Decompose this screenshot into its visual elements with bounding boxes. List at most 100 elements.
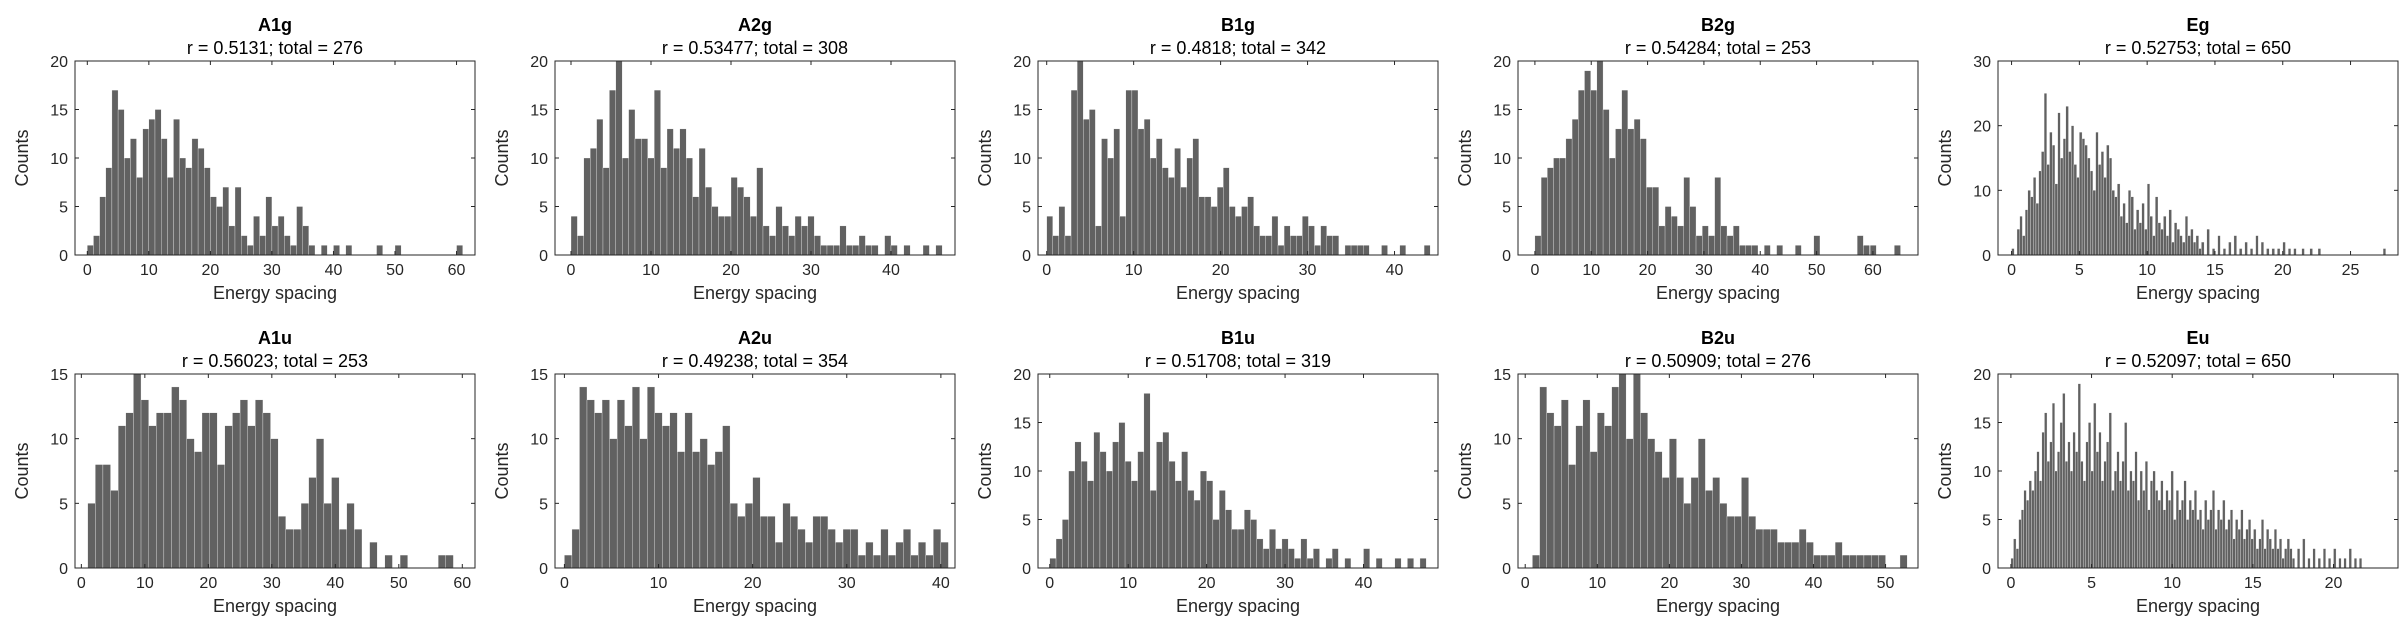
histogram-bar bbox=[846, 245, 853, 256]
histogram-bar bbox=[1539, 386, 1547, 569]
histogram-bar bbox=[666, 128, 674, 256]
histogram-bar bbox=[2279, 538, 2283, 569]
histogram-bar bbox=[1532, 554, 1540, 569]
histogram-bar bbox=[2090, 170, 2094, 256]
histogram-bar bbox=[684, 412, 693, 569]
histogram-bar bbox=[2276, 548, 2280, 569]
histogram-bar bbox=[1076, 60, 1084, 256]
x-axis-label: Energy spacing bbox=[693, 283, 817, 303]
histogram-bar bbox=[1834, 541, 1843, 569]
histogram-bar bbox=[654, 89, 661, 256]
histogram-bar bbox=[2095, 451, 2099, 569]
chart-subtitle: r = 0.53477; total = 308 bbox=[662, 38, 848, 58]
histogram-bar bbox=[2016, 228, 2020, 256]
histogram-bar bbox=[2138, 222, 2142, 256]
histogram-bar bbox=[852, 245, 860, 256]
histogram-bar bbox=[117, 109, 125, 256]
histogram-bar bbox=[2195, 235, 2199, 256]
histogram-bar bbox=[1118, 422, 1126, 569]
histogram-bar bbox=[2235, 519, 2239, 569]
histogram-bar bbox=[1423, 245, 1431, 256]
histogram-panel: 0 10 20 30 40 50 0 5 10 15 B2u r = 0.50909; total =… bbox=[1455, 328, 1919, 616]
histogram-bar bbox=[698, 148, 706, 256]
histogram-bar bbox=[1302, 216, 1309, 256]
histogram-bar bbox=[632, 386, 640, 569]
histogram-bar bbox=[1611, 386, 1620, 569]
chart-title: B2g bbox=[1701, 15, 1735, 35]
histogram-bar bbox=[2190, 228, 2194, 256]
histogram-bar bbox=[2111, 190, 2115, 256]
histogram-bar bbox=[1568, 464, 1576, 569]
histogram-bars bbox=[2011, 93, 2386, 256]
x-tick-label: 5 bbox=[2075, 262, 2084, 279]
histogram-bar bbox=[1621, 89, 1629, 256]
histogram-bar bbox=[285, 529, 294, 569]
histogram-bar bbox=[1726, 235, 1734, 256]
y-tick-label: 0 bbox=[1982, 561, 1991, 578]
histogram-bar bbox=[87, 245, 94, 256]
y-tick-label: 15 bbox=[1013, 103, 1031, 120]
x-tick-label: 10 bbox=[140, 262, 158, 279]
histogram-bar bbox=[2085, 441, 2089, 569]
x-tick-label: 15 bbox=[2244, 575, 2262, 592]
histogram-bar bbox=[1192, 138, 1200, 256]
histogram-bar bbox=[1705, 490, 1713, 569]
histogram-bar bbox=[2338, 558, 2342, 569]
histogram-bar bbox=[2271, 248, 2275, 256]
histogram-bar bbox=[1313, 548, 1320, 569]
y-axis-label: Counts bbox=[12, 442, 32, 499]
histogram-bar bbox=[2103, 177, 2107, 256]
histogram-bar bbox=[1325, 558, 1333, 569]
histogram-bar bbox=[2178, 509, 2182, 569]
histogram-bar bbox=[105, 167, 113, 256]
histogram-bar bbox=[1143, 119, 1151, 256]
histogram-bar bbox=[2146, 183, 2151, 256]
histogram-bar bbox=[2071, 125, 2075, 256]
histogram-bar bbox=[2199, 509, 2203, 569]
x-tick-label: 10 bbox=[642, 262, 660, 279]
axes-box bbox=[554, 373, 956, 569]
histogram-bar bbox=[253, 216, 260, 256]
histogram-bar bbox=[1344, 558, 1352, 569]
histogram-bar bbox=[160, 138, 168, 256]
histogram-bar bbox=[1820, 554, 1829, 569]
x-tick-label: 10 bbox=[136, 575, 154, 592]
histogram-bar bbox=[2168, 209, 2172, 256]
histogram-bar bbox=[775, 541, 783, 569]
histogram-bar bbox=[669, 412, 678, 569]
histogram-bar bbox=[2064, 461, 2068, 569]
histogram-bar bbox=[247, 245, 254, 256]
histogram-bar bbox=[910, 554, 919, 569]
histogram-bar bbox=[2182, 241, 2186, 256]
x-axis-label: Energy spacing bbox=[1656, 283, 1780, 303]
chart-subtitle: r = 0.52753; total = 650 bbox=[2105, 38, 2291, 58]
histogram-bar bbox=[2015, 548, 2019, 569]
histogram-panel: 0 5 10 15 20 25 0 10 20 30 Eg r = 0.52753; total = … bbox=[1935, 15, 2399, 303]
y-axis-label: Counts bbox=[1935, 129, 1955, 186]
histogram-bar bbox=[1534, 235, 1542, 256]
histogram-bar bbox=[1344, 245, 1352, 256]
y-tick-label: 10 bbox=[1013, 151, 1031, 168]
y-axis-label: Counts bbox=[492, 442, 512, 499]
histogram-bar bbox=[1553, 425, 1562, 569]
histogram-bar bbox=[790, 516, 798, 569]
y-tick-label: 0 bbox=[539, 561, 548, 578]
histogram-bar bbox=[1363, 245, 1370, 256]
histogram-panel: 0 10 20 30 40 0 5 10 15 A2u r = 0.49238; total = 3… bbox=[492, 328, 956, 616]
histogram-bar bbox=[2160, 480, 2164, 569]
histogram-bar bbox=[1112, 441, 1119, 569]
x-tick-label: 40 bbox=[882, 262, 900, 279]
histogram-bar bbox=[1262, 548, 1270, 569]
histogram-bar bbox=[1062, 519, 1069, 569]
histogram-bar bbox=[2141, 203, 2145, 256]
histogram-bar bbox=[2187, 235, 2191, 256]
histogram-bar bbox=[2080, 461, 2084, 569]
histogram-bar bbox=[756, 167, 764, 256]
histogram-panel: 0 10 20 30 40 0 5 10 15 20 B1g r = 0.4818; total = … bbox=[975, 15, 1439, 303]
histogram-bar bbox=[1604, 425, 1612, 569]
x-tick-label: 40 bbox=[1355, 575, 1373, 592]
histogram-bar bbox=[270, 438, 279, 569]
histogram-bar bbox=[2098, 432, 2102, 569]
histogram-bar bbox=[2133, 228, 2137, 256]
histogram-bar bbox=[2186, 519, 2190, 569]
